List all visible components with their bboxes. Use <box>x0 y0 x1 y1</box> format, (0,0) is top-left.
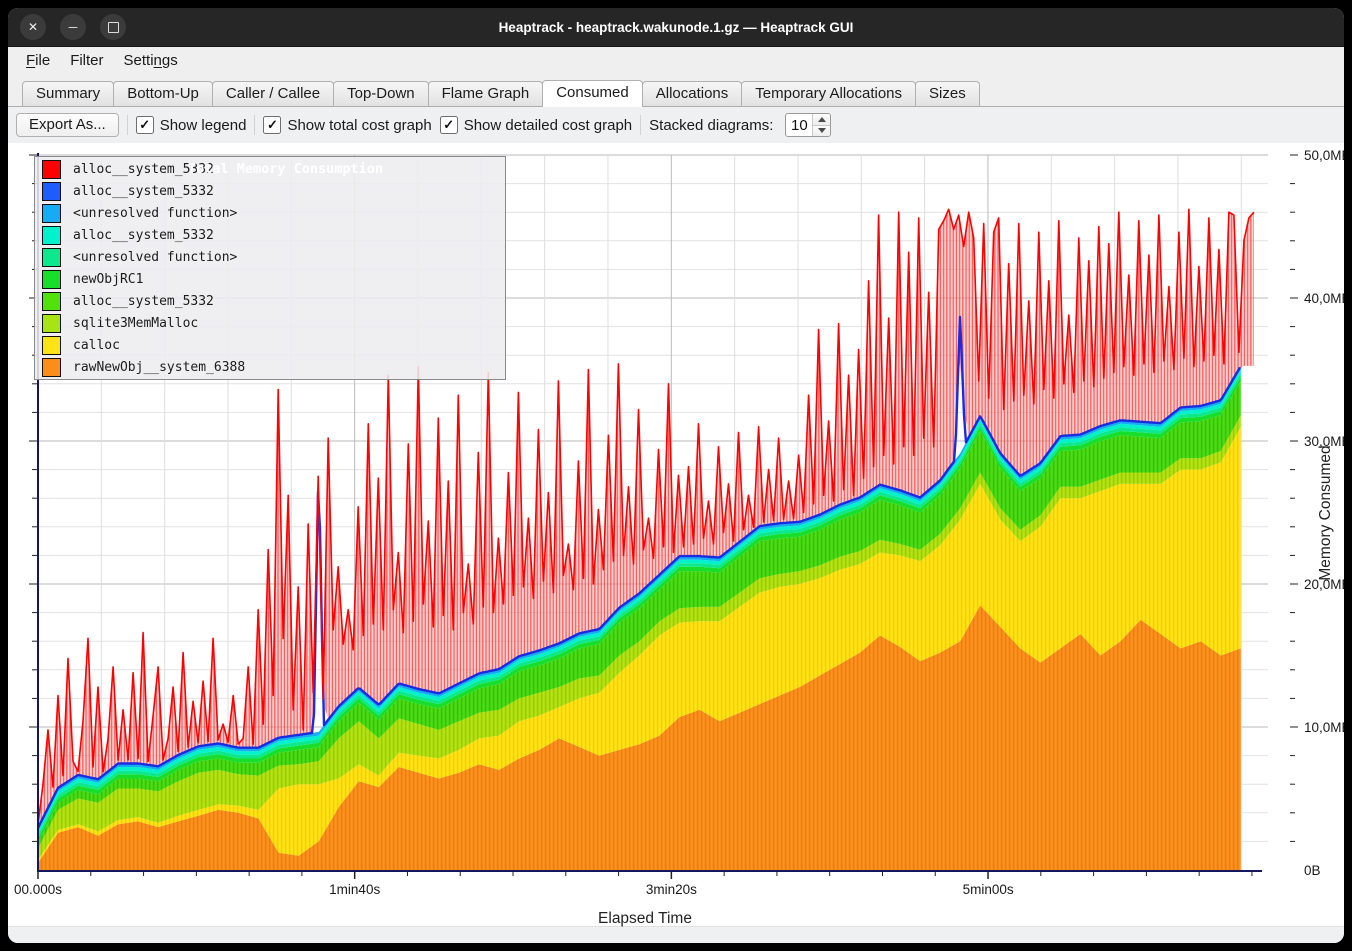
stacked-diagrams-label: Stacked diagrams: <box>649 116 774 134</box>
y-axis-title: Memory Consumed <box>1317 445 1334 580</box>
legend-label: sqlite3MemMalloc <box>73 315 199 331</box>
axis-labels: 0B 10,0MB 20,0MB 30,0MB 40,0MB 50,0MB 00.000s 1… <box>14 148 1344 927</box>
tab-consumed[interactable]: Consumed <box>542 80 643 107</box>
legend-item: alloc__system_5332 <box>35 290 505 312</box>
svg-text:3min20s: 3min20s <box>646 882 697 897</box>
maximize-icon <box>107 21 119 33</box>
menu-bar: File Filter Settings <box>8 47 1344 74</box>
svg-text:1min40s: 1min40s <box>329 882 380 897</box>
legend-item: sqlite3MemMalloc <box>35 312 505 334</box>
show-detailed-cost-label: Show detailed cost graph <box>463 116 633 134</box>
show-detailed-cost-checkbox[interactable]: ✓ <box>439 116 458 134</box>
legend-label: alloc__system_5332 <box>73 183 214 199</box>
show-total-cost-label: Show total cost graph <box>287 116 432 134</box>
svg-text:0B: 0B <box>1304 863 1321 878</box>
spin-arrows <box>812 114 831 136</box>
legend-swatch <box>42 159 61 179</box>
menu-filter[interactable]: Filter <box>70 52 104 69</box>
show-legend-label: Show legend <box>159 116 247 134</box>
chart-axes <box>29 153 1298 879</box>
memory-consumed-chart[interactable]: 0B 10,0MB 20,0MB 30,0MB 40,0MB 50,0MB 00.000s 1… <box>8 143 1344 933</box>
export-as-button[interactable]: Export As... <box>16 113 119 137</box>
tab-sizes[interactable]: Sizes <box>915 81 980 106</box>
svg-text:40,0MB: 40,0MB <box>1304 291 1344 306</box>
toolbar-separator <box>126 115 128 135</box>
legend-item: Total Memory Consumption <box>35 158 505 180</box>
chart-legend: Total Memory Consumption alloc__system_53… <box>34 156 506 380</box>
legend-label: newObjRC1 <box>73 271 144 287</box>
legend-swatch <box>42 291 61 311</box>
show-legend-checkbox-group[interactable]: ✓ Show legend <box>135 116 247 134</box>
menu-file[interactable]: File <box>26 52 51 69</box>
toolbar: Export As... ✓ Show legend ✓ Show total … <box>8 107 1344 143</box>
legend-swatch <box>42 247 61 267</box>
toolbar-separator <box>640 115 642 135</box>
legend-item: alloc__system_5332 <box>35 224 505 246</box>
tab-bottom-up[interactable]: Bottom-Up <box>113 81 213 106</box>
legend-item: rawNewObj__system_6388 <box>35 356 505 378</box>
stacked-diagrams-spinbox[interactable]: 10 <box>785 113 832 137</box>
spin-down-button[interactable] <box>813 124 831 136</box>
tab-caller-callee[interactable]: Caller / Callee <box>211 81 335 106</box>
stacked-diagrams-value[interactable]: 10 <box>791 116 808 134</box>
svg-text:50,0MB: 50,0MB <box>1304 148 1344 163</box>
legend-swatch <box>42 203 61 223</box>
legend-label: rawNewObj__system_6388 <box>73 359 246 375</box>
x-axis-title: Elapsed Time <box>598 910 692 927</box>
legend-item: newObjRC1 <box>35 268 505 290</box>
close-button[interactable]: ✕ <box>20 14 46 40</box>
window-title: Heaptrack - heaptrack.wakunode.1.gz — He… <box>498 19 854 35</box>
svg-text:5min00s: 5min00s <box>963 882 1014 897</box>
show-total-cost-checkbox[interactable]: ✓ <box>263 116 282 134</box>
window-controls: ✕ ─ <box>20 14 126 40</box>
status-bar <box>8 926 1344 943</box>
tab-flame-graph[interactable]: Flame Graph <box>427 81 544 106</box>
stacked-area-series <box>38 365 1241 870</box>
tab-summary[interactable]: Summary <box>22 81 115 106</box>
show-total-cost-checkbox-group[interactable]: ✓ Show total cost graph <box>263 116 432 134</box>
show-detailed-cost-checkbox-group[interactable]: ✓ Show detailed cost graph <box>439 116 633 134</box>
app-window: ✕ ─ Heaptrack - heaptrack.wakunode.1.gz … <box>8 8 1344 943</box>
consumed-chart-panel: 0B 10,0MB 20,0MB 30,0MB 40,0MB 50,0MB 00.000s 1… <box>8 143 1344 927</box>
legend-swatch <box>42 269 61 289</box>
toolbar-separator <box>254 115 256 135</box>
show-legend-checkbox[interactable]: ✓ <box>135 116 154 134</box>
legend-label: <unresolved function> <box>73 205 238 221</box>
chevron-down-icon <box>817 128 826 134</box>
title-bar: ✕ ─ Heaptrack - heaptrack.wakunode.1.gz … <box>8 8 1344 47</box>
legend-label: alloc__system_5332 <box>73 161 214 177</box>
tab-temporary-allocations[interactable]: Temporary Allocations <box>741 81 917 106</box>
legend-swatch <box>42 225 61 245</box>
tab-bar: Summary Bottom-Up Caller / Callee Top-Do… <box>8 74 1344 107</box>
svg-text:20,0MB: 20,0MB <box>1304 577 1344 592</box>
svg-text:10,0MB: 10,0MB <box>1304 720 1344 735</box>
legend-item: calloc <box>35 334 505 356</box>
legend-label: calloc <box>73 337 120 353</box>
svg-text:00.000s: 00.000s <box>14 882 62 897</box>
legend-label: alloc__system_5332 <box>73 227 214 243</box>
legend-label: <unresolved function> <box>73 249 238 265</box>
legend-item: <unresolved function> <box>35 246 505 268</box>
legend-swatch <box>42 357 61 377</box>
legend-item: alloc__system_5332 <box>35 180 505 202</box>
legend-swatch <box>42 335 61 355</box>
tab-allocations[interactable]: Allocations <box>641 81 743 106</box>
menu-settings[interactable]: Settings <box>123 52 178 69</box>
spin-up-button[interactable] <box>813 114 831 125</box>
legend-item: <unresolved function> <box>35 202 505 224</box>
chevron-up-icon <box>817 116 826 122</box>
tab-top-down[interactable]: Top-Down <box>333 81 429 106</box>
legend-label: Total Memory Consumption <box>187 161 384 177</box>
minimize-button[interactable]: ─ <box>60 14 86 40</box>
maximize-button[interactable] <box>100 14 126 40</box>
legend-swatch <box>42 181 61 201</box>
legend-swatch <box>42 313 61 333</box>
svg-text:30,0MB: 30,0MB <box>1304 434 1344 449</box>
total-cost-series <box>36 208 1255 829</box>
legend-label: alloc__system_5332 <box>73 293 214 309</box>
